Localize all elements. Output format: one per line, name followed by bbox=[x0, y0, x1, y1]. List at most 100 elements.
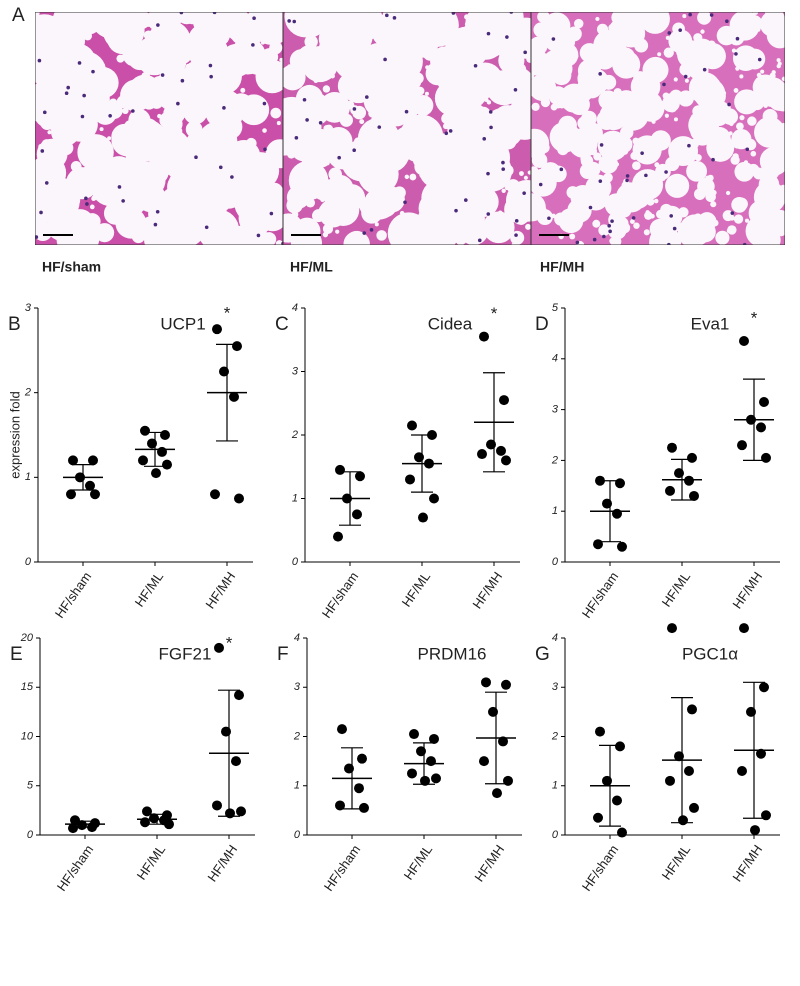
nucleus bbox=[305, 118, 309, 122]
nucleus bbox=[194, 155, 198, 159]
micrographs bbox=[35, 12, 785, 245]
adipocyte bbox=[634, 38, 649, 53]
nucleus bbox=[222, 106, 226, 110]
adipocyte bbox=[707, 174, 714, 182]
nucleus bbox=[117, 185, 122, 189]
adipocyte bbox=[47, 130, 52, 135]
x-tick-label: HF/sham bbox=[54, 842, 97, 894]
adipocyte bbox=[283, 64, 306, 91]
adipocyte bbox=[744, 218, 750, 223]
adipocyte bbox=[313, 78, 319, 84]
adipocyte bbox=[751, 105, 756, 110]
adipocyte bbox=[326, 174, 354, 203]
adipocyte bbox=[185, 121, 203, 138]
data-point bbox=[479, 756, 489, 767]
data-point bbox=[210, 489, 220, 500]
x-tick-label: HF/MH bbox=[204, 842, 240, 884]
micrograph bbox=[531, 12, 785, 245]
data-point bbox=[617, 827, 627, 838]
adipocyte bbox=[109, 15, 118, 24]
data-point bbox=[234, 493, 244, 504]
nucleus bbox=[269, 211, 274, 216]
adipocyte bbox=[705, 191, 716, 203]
y-tick-label: 1 bbox=[25, 471, 31, 483]
adipocyte bbox=[198, 43, 233, 78]
adipocyte bbox=[77, 134, 114, 171]
adipocyte bbox=[255, 154, 265, 164]
nucleus bbox=[44, 181, 49, 185]
data-point bbox=[429, 733, 439, 744]
adipocyte bbox=[607, 220, 627, 240]
adipocyte bbox=[526, 55, 531, 63]
adipocyte bbox=[141, 13, 156, 27]
adipocyte bbox=[415, 56, 420, 62]
adipocyte bbox=[728, 131, 733, 136]
adipocyte bbox=[774, 95, 785, 112]
adipocyte bbox=[679, 63, 693, 76]
adipocyte bbox=[747, 163, 760, 176]
data-point bbox=[756, 748, 766, 759]
data-point bbox=[689, 490, 699, 501]
adipocyte bbox=[120, 214, 137, 231]
adipocyte bbox=[608, 157, 613, 162]
adipocyte bbox=[733, 87, 739, 93]
data-point bbox=[162, 459, 172, 470]
chart-title: FGF21 bbox=[159, 644, 212, 663]
data-point bbox=[759, 396, 769, 407]
adipocyte bbox=[766, 12, 785, 28]
adipocyte bbox=[500, 78, 507, 86]
y-tick-label: 4 bbox=[552, 353, 558, 365]
adipocyte bbox=[688, 72, 721, 105]
nucleus bbox=[392, 16, 397, 20]
data-point bbox=[234, 690, 244, 701]
nucleus bbox=[404, 109, 409, 114]
adipocyte bbox=[190, 30, 196, 36]
adipocyte bbox=[726, 228, 731, 233]
adipocyte bbox=[520, 28, 531, 46]
x-tick-label: HF/sham bbox=[52, 569, 95, 621]
x-tick-label: HF/MH bbox=[729, 569, 765, 611]
nucleus bbox=[607, 223, 612, 228]
adipocyte bbox=[346, 180, 351, 186]
y-tick-label: 5 bbox=[552, 302, 559, 314]
adipocyte bbox=[743, 160, 749, 165]
adipocyte bbox=[602, 97, 611, 107]
panel-label: A bbox=[12, 5, 25, 26]
chart-title: PGC1α bbox=[682, 644, 738, 663]
adipocyte bbox=[148, 136, 176, 164]
data-point bbox=[90, 489, 100, 500]
x-tick-label: HF/ML bbox=[401, 842, 436, 883]
data-point bbox=[426, 756, 436, 767]
adipocyte bbox=[735, 66, 740, 71]
adipocyte bbox=[713, 101, 730, 118]
adipocyte bbox=[531, 128, 550, 158]
adipocyte bbox=[328, 130, 334, 136]
adipocyte bbox=[159, 125, 172, 138]
adipocyte bbox=[323, 124, 331, 133]
adipocyte bbox=[89, 204, 95, 210]
nucleus bbox=[505, 35, 509, 39]
adipocyte bbox=[275, 240, 283, 245]
data-point bbox=[496, 445, 506, 456]
adipocyte bbox=[582, 49, 598, 65]
nucleus bbox=[538, 182, 543, 187]
nucleus bbox=[711, 157, 715, 162]
adipocyte bbox=[387, 162, 398, 173]
adipocyte bbox=[257, 12, 273, 25]
adipocyte bbox=[777, 139, 783, 144]
nucleus bbox=[66, 85, 70, 90]
adipocyte bbox=[592, 219, 601, 228]
nucleus bbox=[669, 214, 673, 218]
y-tick-label: 1 bbox=[292, 492, 298, 504]
adipocyte bbox=[490, 190, 495, 195]
adipocyte bbox=[43, 171, 48, 176]
nucleus bbox=[287, 19, 291, 23]
nucleus bbox=[251, 43, 255, 47]
data-point bbox=[667, 623, 677, 634]
adipocyte bbox=[388, 41, 407, 60]
data-point bbox=[501, 455, 511, 466]
x-tick-label: HF/sham bbox=[579, 569, 622, 621]
adipocyte bbox=[697, 12, 712, 25]
adipocyte bbox=[659, 224, 666, 232]
x-tick-label: HF/sham bbox=[579, 842, 622, 894]
